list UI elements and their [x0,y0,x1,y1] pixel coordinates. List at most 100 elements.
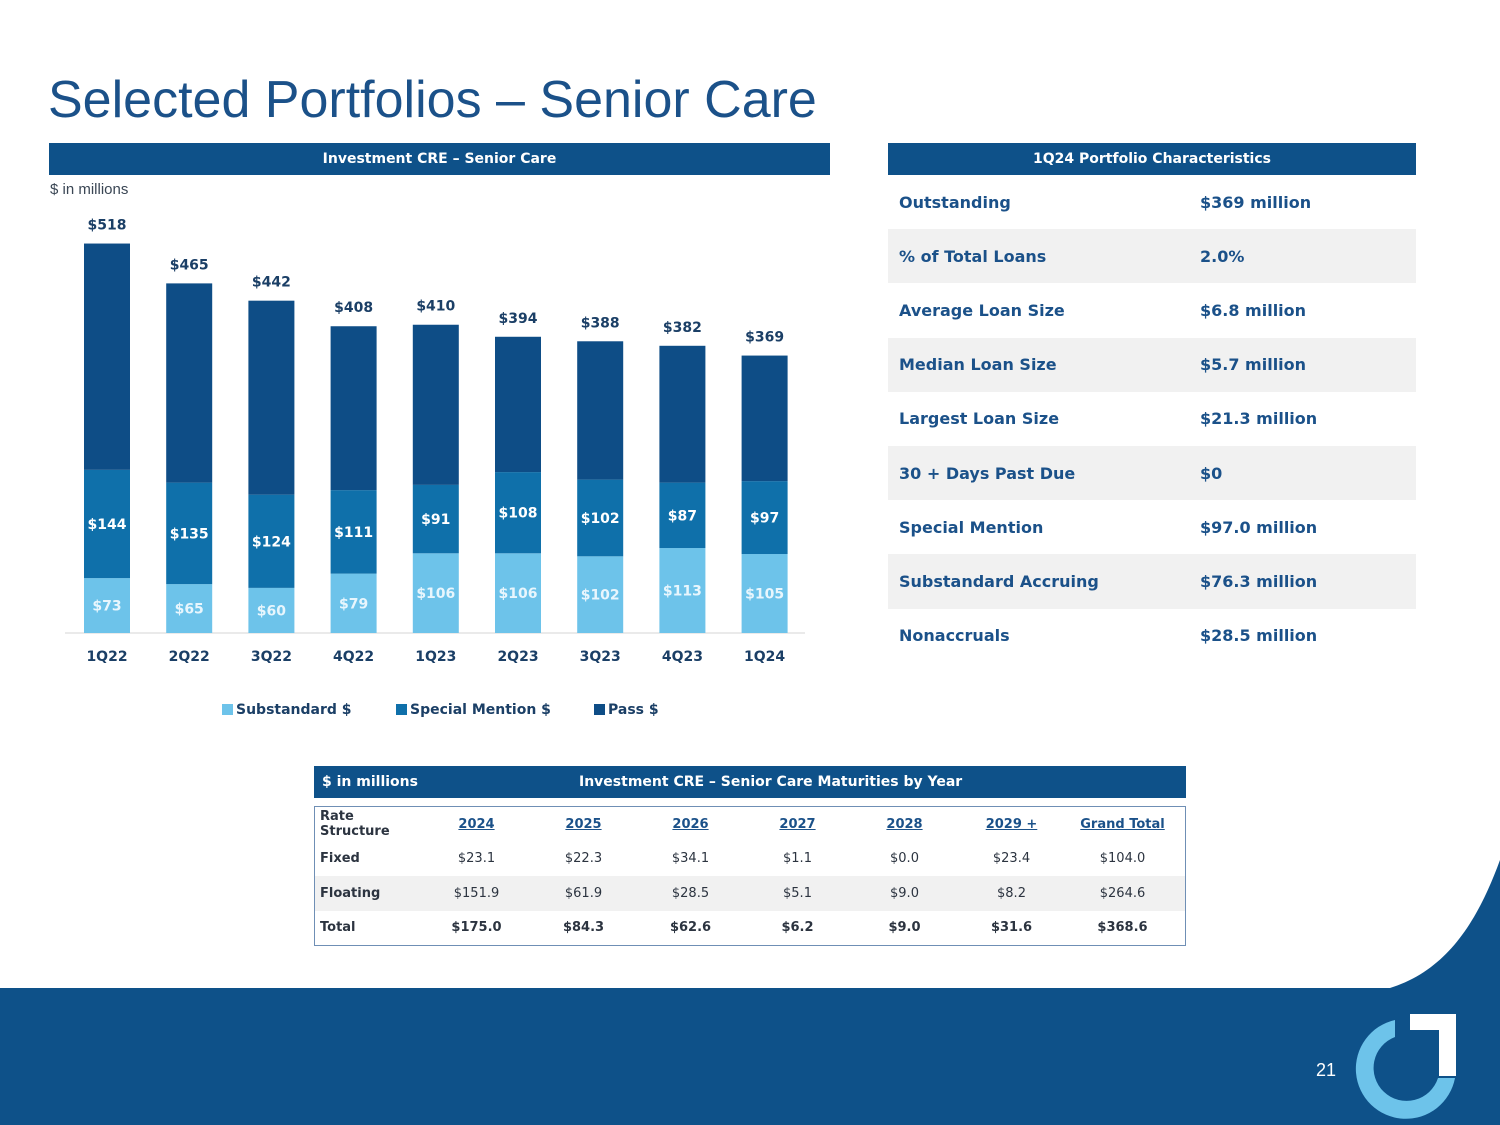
company-logo-icon [1355,1014,1456,1119]
total-label: $518 [88,218,127,234]
bar-substandard [741,554,788,633]
characteristics-row: Largest Loan Size $21.3 million [888,392,1416,446]
corner-curve [1390,860,1500,988]
table-cell: $61.9 [564,885,603,901]
maturities-table: Rate Structure 2024 2025 2026 2027 2028 … [314,806,1186,946]
table-header-row: Rate Structure 2024 2025 2026 2027 2028 … [315,807,1185,842]
characteristic-value: 2.0% [1200,246,1245,266]
data-label: $87 [668,508,697,524]
bar-substandard [495,553,541,633]
bar-substandard [330,573,377,633]
x-tick-label: 1Q23 [415,649,456,665]
x-tick-label: 3Q22 [251,649,292,665]
bar-special-mention [741,481,788,555]
bar-substandard [412,553,459,633]
table-cell: $8.2 [997,885,1026,901]
characteristic-value: $6.8 million [1200,300,1307,320]
bar-pass [248,300,295,495]
bar-substandard [84,578,130,633]
table-cell: $368.6 [1097,920,1148,936]
bar-special-mention [495,472,541,554]
column-header: 2025 [565,816,602,832]
x-tick-label: 3Q23 [580,649,621,665]
total-label: $410 [416,299,455,315]
characteristic-value: $28.5 million [1200,626,1318,646]
characteristics-row: Outstanding $369 million [888,175,1416,229]
bar-special-mention [577,479,624,557]
bar-special-mention [659,482,706,549]
table-cell: $62.6 [669,920,712,936]
bar-pass [495,336,541,473]
column-header: 2029 + [985,816,1038,832]
table-cell: $9.0 [890,885,919,901]
table-cell: $34.1 [671,851,710,867]
data-label: $124 [252,534,291,550]
table-cell: $0.0 [890,851,919,867]
characteristic-label: % of Total Loans [899,246,1047,266]
page-number: 21 [1316,1060,1337,1080]
column-header: 2027 [779,816,816,832]
characteristics-table: Outstanding $369 million % of Total Loans… [888,175,1416,663]
bar-pass [412,324,459,485]
page-title: Selected Portfolios – Senior Care [48,71,817,129]
column-header: Grand Total [1080,816,1165,832]
maturities-header: $ in millions Investment CRE – Senior Ca… [314,766,1186,798]
column-header: Rate Structure [320,809,390,840]
row-label: Floating [320,885,381,901]
data-label: $60 [257,603,286,619]
characteristic-value: $5.7 million [1200,355,1307,375]
data-label: $73 [92,599,121,615]
characteristic-label: Nonaccruals [899,626,1010,646]
table-cell: $264.6 [1099,885,1146,901]
column-header: 2024 [458,816,495,832]
characteristic-value: $369 million [1200,192,1312,212]
total-label: $382 [663,320,702,336]
bar-special-mention [84,469,130,579]
bar-special-mention [166,482,213,585]
column-header: 2028 [886,816,923,832]
data-label: $102 [581,588,620,604]
total-label: $465 [170,257,209,273]
characteristic-value: $76.3 million [1200,571,1318,591]
characteristics-row: Average Loan Size $6.8 million [888,283,1416,337]
bar-substandard [166,584,213,633]
characteristic-value: $21.3 million [1200,409,1318,429]
table-cell: $28.5 [671,885,710,901]
characteristics-row: 30 + Days Past Due $0 [888,445,1416,501]
row-label: Fixed [320,851,360,867]
table-cell: $84.3 [562,920,605,936]
legend-swatch [222,704,233,715]
characteristic-label: Largest Loan Size [899,409,1060,429]
bar-special-mention [412,484,459,554]
x-tick-label: 4Q22 [333,649,374,665]
legend-swatch [594,704,605,715]
column-header: 2026 [672,816,709,832]
characteristic-value: $97.0 million [1200,517,1318,537]
table-cell: $9.0 [888,920,921,936]
chart-units-note: $ in millions [50,181,129,198]
data-label: $135 [170,526,209,542]
total-label: $388 [581,315,620,331]
bar-special-mention [248,494,295,588]
data-label: $106 [499,586,538,602]
x-tick-label: 4Q23 [662,649,703,665]
characteristic-label: Special Mention [899,517,1044,537]
bar-pass [659,345,706,483]
table-cell: $5.1 [783,885,812,901]
maturities-title: Investment CRE – Senior Care Maturities … [579,774,963,790]
table-cell: $23.4 [992,851,1031,867]
table-row-total: Total $175.0 $84.3 $62.6 $6.2 $9.0 $31.6… [315,911,1185,946]
maturities-units: $ in millions [322,774,418,790]
bar-pass [84,243,130,470]
data-label: $65 [175,602,204,618]
footer-band [0,988,1500,1125]
data-label: $105 [745,587,784,603]
data-label: $102 [581,511,620,527]
characteristic-label: Substandard Accruing [899,571,1099,591]
bar-pass [166,283,213,483]
data-label: $144 [88,517,127,533]
characteristic-label: Median Loan Size [899,355,1057,375]
total-label: $442 [252,275,291,291]
characteristics-row: Nonaccruals $28.5 million [888,609,1416,663]
